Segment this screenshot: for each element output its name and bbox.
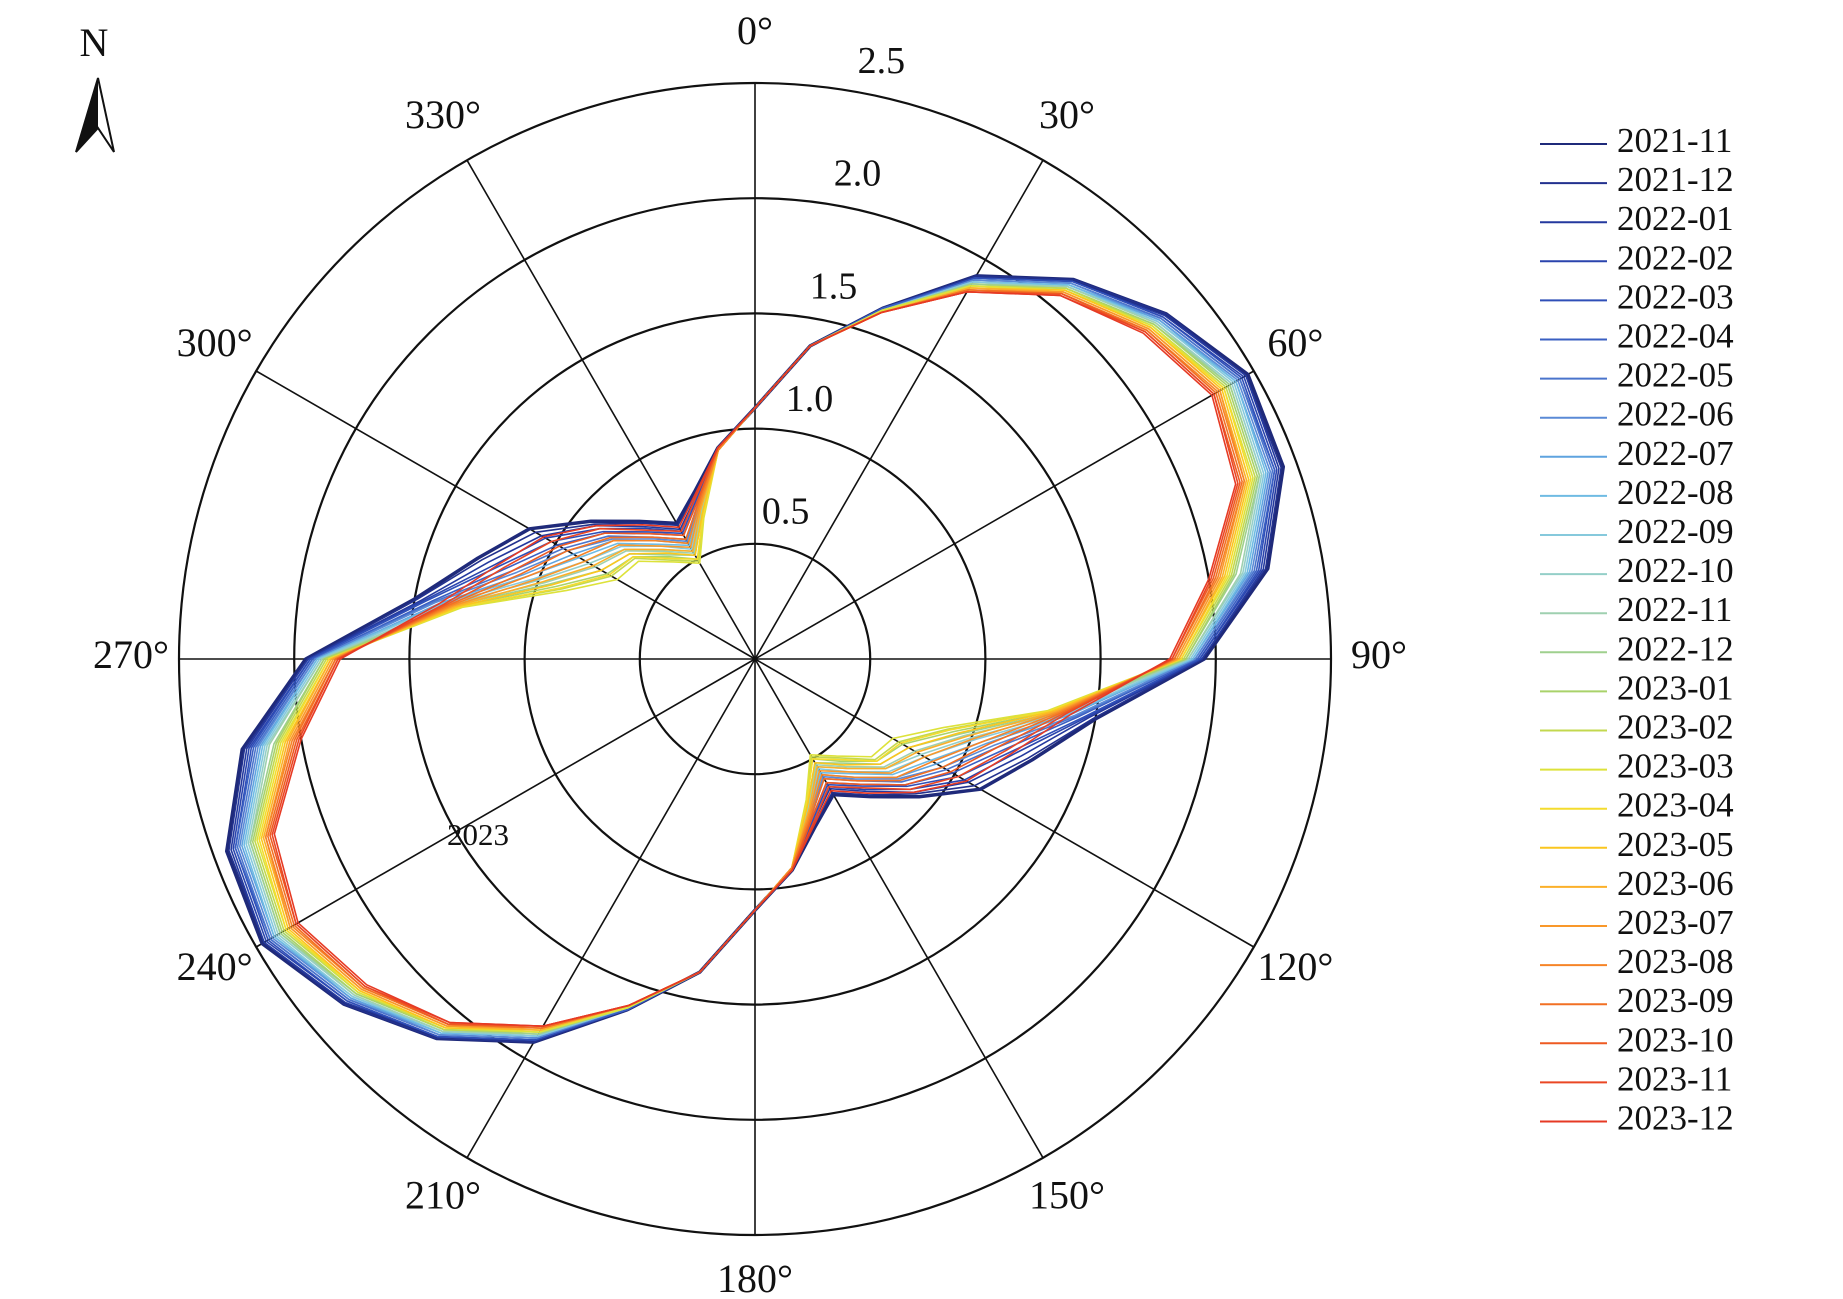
r-tick-label: 2.0 — [834, 153, 882, 195]
theta-tick-label: 270° — [93, 632, 169, 677]
legend-label: 2023-12 — [1617, 1099, 1734, 1138]
north-label: N — [80, 20, 109, 65]
theta-tick-label: 30° — [1039, 92, 1095, 137]
legend-label: 2022-02 — [1617, 238, 1734, 277]
legend-label: 2023-04 — [1617, 786, 1734, 825]
legend-label: 2023-08 — [1617, 942, 1734, 981]
legend-label: 2022-10 — [1617, 551, 1734, 590]
grid-spoke — [466, 658, 756, 1159]
legend-label: 2022-08 — [1617, 473, 1734, 512]
legend-label: 2022-11 — [1617, 590, 1732, 629]
r-tick-label: 1.0 — [786, 378, 834, 420]
legend-label: 2022-05 — [1617, 356, 1734, 395]
legend-label: 2022-06 — [1617, 395, 1734, 434]
series-line — [273, 291, 1237, 1027]
theta-tick-label: 150° — [1029, 1173, 1105, 1218]
labels: 0.5 1.0 1.5 2.0 2.5 0° 30° 60° 90° 120° 150° 180° 21… — [93, 8, 1407, 1299]
grid-spoke — [754, 159, 1044, 660]
r-tick-label: 0.5 — [762, 491, 810, 533]
theta-tick-label: 330° — [405, 92, 481, 137]
legend-label: 2022-12 — [1617, 629, 1734, 668]
legend-label: 2022-04 — [1617, 317, 1734, 356]
legend-label: 2021-12 — [1617, 160, 1734, 199]
legend-label: 2022-01 — [1617, 199, 1734, 238]
annotation: 2023 — [447, 817, 509, 852]
theta-tick-label: 90° — [1351, 632, 1407, 677]
theta-tick-label: 210° — [405, 1173, 481, 1218]
theta-tick-label: 180° — [717, 1256, 793, 1299]
grid-spoke — [255, 658, 756, 948]
r-tick-label: 2.5 — [858, 40, 906, 82]
legend-label: 2021-11 — [1617, 121, 1732, 160]
polar-grid — [177, 81, 1333, 1237]
theta-tick-label: 240° — [177, 944, 253, 989]
legend-label: 2022-03 — [1617, 277, 1734, 316]
legend-label: 2023-06 — [1617, 864, 1734, 903]
north-arrow — [75, 77, 115, 153]
legend-label: 2022-09 — [1617, 512, 1734, 551]
legend-label: 2023-09 — [1617, 981, 1734, 1020]
legend-label: 2023-10 — [1617, 1020, 1734, 1059]
grid-spoke — [466, 159, 756, 660]
theta-tick-label: 60° — [1267, 320, 1323, 365]
theta-tick-label: 120° — [1257, 944, 1333, 989]
legend-label: 2023-11 — [1617, 1059, 1732, 1098]
legend-label: 2022-07 — [1617, 434, 1734, 473]
legend-label: 2023-02 — [1617, 708, 1734, 747]
legend-label: 2023-01 — [1617, 668, 1734, 707]
r-tick-label: 1.5 — [810, 265, 858, 307]
legend-label: 2023-05 — [1617, 825, 1734, 864]
grid-spoke — [255, 370, 756, 660]
legend-label: 2023-03 — [1617, 747, 1734, 786]
theta-tick-label: 0° — [737, 8, 773, 53]
grid-spoke — [754, 658, 1044, 1159]
north-arrow-outline — [75, 77, 115, 153]
legend: 2021-112021-122022-012022-022022-032022-… — [1540, 121, 1734, 1138]
legend-label: 2023-07 — [1617, 903, 1734, 942]
curves — [224, 274, 1286, 1044]
grid-spoke — [754, 658, 1255, 948]
grid-spoke — [754, 370, 1255, 660]
theta-tick-label: 300° — [177, 320, 253, 365]
